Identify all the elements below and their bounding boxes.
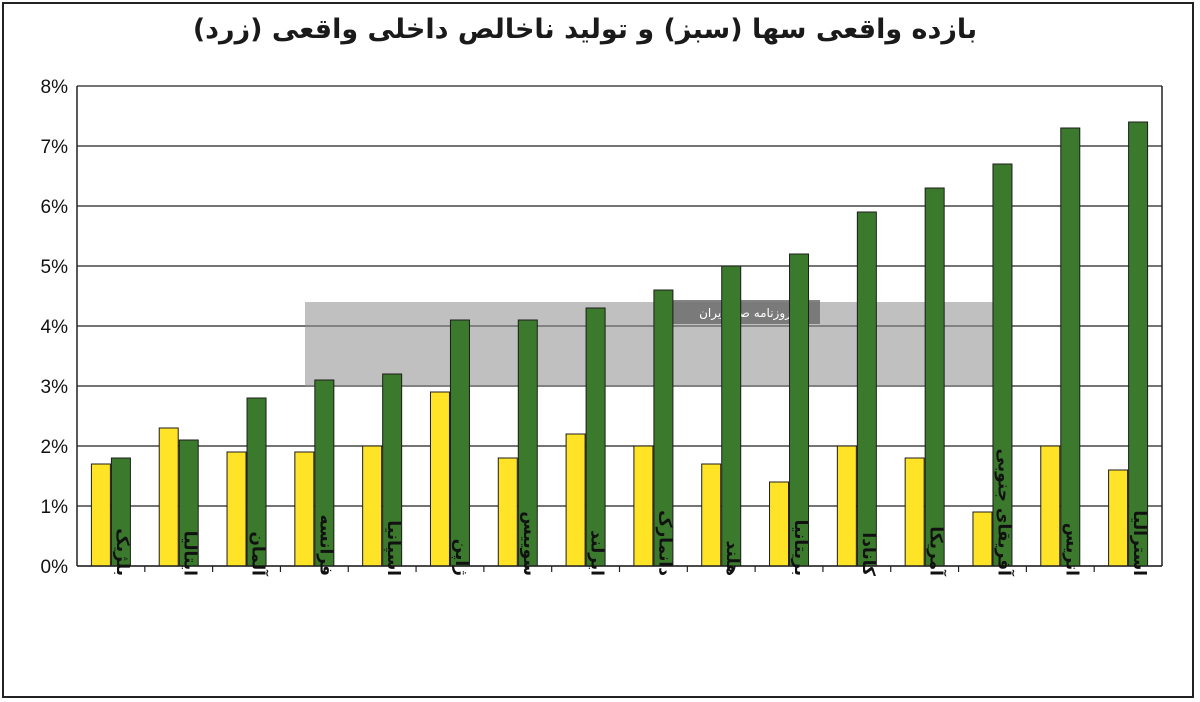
bar-yellow [429, 391, 450, 567]
bar-yellow [158, 427, 179, 567]
axis-layer: 0% 1% 2% 3% 4% 5% 6% 7% 8% بلژیک ایتالیا آلمان فرانس… [41, 77, 1163, 578]
x-tick-label: کانادا [858, 532, 878, 576]
bar-green [585, 307, 606, 567]
bar-yellow [1040, 445, 1061, 567]
y-tick-label: 3% [41, 377, 69, 398]
x-tick-label: فرانسه [315, 514, 335, 576]
y-tick-label: 1% [41, 497, 69, 518]
x-tick-label: استرالیا [1129, 510, 1149, 576]
x-tick-label: آمریکا [926, 526, 948, 577]
bar-yellow [769, 481, 790, 567]
bar-yellow [836, 445, 857, 567]
y-tick-label: 7% [41, 137, 69, 158]
bar-green [856, 211, 877, 567]
x-tick-label: بلژیک [112, 528, 132, 576]
chart-title: بازده واقعی سها (سبز) و تولید ناخالص داخ… [192, 14, 978, 45]
bar-yellow [226, 451, 247, 567]
bar-yellow [1108, 469, 1129, 567]
x-tick-label: آلمان [248, 531, 270, 577]
x-tick-label: سوییس [519, 511, 539, 576]
x-tick-label: اسپانیا [383, 520, 403, 576]
x-tick-label: هلند [722, 541, 742, 577]
bar-green [1060, 127, 1081, 567]
x-tick-label: اتریس [1061, 523, 1081, 576]
bar-yellow [633, 445, 654, 567]
bar-yellow [904, 457, 925, 567]
x-tick-label: ژاپن [451, 539, 471, 576]
x-tick-label: بریتانیا [790, 520, 810, 576]
x-tick-label: ایرلند [587, 530, 607, 576]
bar-yellow [90, 463, 111, 567]
bars-layer [90, 121, 1149, 567]
bar-green [449, 319, 470, 567]
y-tick-label: 6% [41, 197, 69, 218]
watermark-label: روزنامه صبح ایران [699, 306, 791, 321]
bar-green [721, 265, 742, 567]
bar-yellow [701, 463, 722, 567]
bar-green [924, 187, 945, 567]
bar-yellow [362, 445, 383, 567]
x-tick-label: آفریقای جنوبی [993, 449, 1015, 578]
y-tick-label: 8% [41, 77, 69, 98]
bar-green [1128, 121, 1149, 567]
y-tick-label: 0% [41, 557, 69, 578]
bar-yellow [565, 433, 586, 567]
bar-yellow [294, 451, 315, 567]
bar-yellow [972, 511, 993, 567]
y-tick-label: 4% [41, 317, 69, 338]
y-tick-label: 2% [41, 437, 69, 458]
x-tick-label: دانمارک [654, 510, 674, 576]
x-tick-label: ایتالیا [180, 531, 200, 576]
bar-yellow [497, 457, 518, 567]
y-tick-label: 5% [41, 257, 69, 278]
